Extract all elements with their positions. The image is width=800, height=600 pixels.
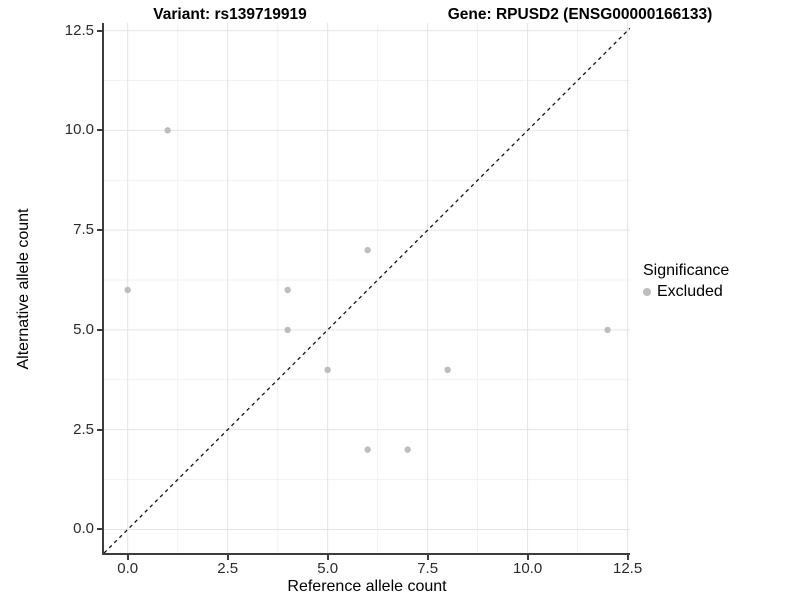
x-axis-line bbox=[102, 553, 630, 555]
x-tick-mark bbox=[126, 555, 129, 560]
x-tick-label: 10.0 bbox=[513, 560, 543, 577]
y-tick-mark bbox=[97, 229, 102, 232]
x-tick-label: 5.0 bbox=[317, 560, 339, 577]
x-tick-mark bbox=[226, 555, 229, 560]
data-point bbox=[324, 366, 331, 374]
legend-title: Significance bbox=[643, 262, 730, 279]
data-point bbox=[404, 446, 411, 453]
y-tick-mark bbox=[97, 428, 102, 431]
legend-item-label: Excluded bbox=[657, 283, 723, 300]
excluded-point-swatch-icon bbox=[643, 288, 651, 296]
y-tick-label: 2.5 bbox=[73, 420, 94, 438]
plot-title-variant: Variant: rs139719919 bbox=[153, 6, 307, 23]
data-point bbox=[364, 446, 371, 453]
plot-title-gene: Gene: RPUSD2 (ENSG00000166133) bbox=[447, 6, 713, 23]
x-axis-title: Reference allele count bbox=[287, 578, 447, 595]
y-axis-line bbox=[102, 23, 104, 555]
plot-panel bbox=[104, 23, 630, 553]
x-tick-mark bbox=[626, 555, 629, 560]
data-point bbox=[604, 326, 611, 334]
data-point bbox=[284, 326, 291, 334]
y-tick-label: 12.5 bbox=[64, 21, 94, 39]
y-tick-label: 7.5 bbox=[73, 221, 94, 239]
y-tick-mark bbox=[97, 328, 102, 331]
plot-canvas bbox=[104, 23, 630, 553]
y-tick-mark bbox=[97, 528, 102, 531]
x-tick-label: 2.5 bbox=[217, 560, 239, 577]
data-point bbox=[364, 246, 371, 254]
legend-item-excluded: Excluded bbox=[643, 283, 799, 301]
y-axis-title: Alternative allele count bbox=[15, 208, 32, 370]
y-tick-mark bbox=[97, 129, 102, 132]
x-tick-mark bbox=[326, 555, 329, 560]
x-tick-label: 0.0 bbox=[117, 560, 139, 577]
y-tick-mark bbox=[97, 29, 102, 32]
x-tick-label: 12.5 bbox=[612, 560, 643, 577]
x-tick-mark bbox=[526, 555, 529, 560]
y-tick-label: 0.0 bbox=[73, 520, 94, 538]
data-point bbox=[444, 366, 451, 374]
x-tick-label: 7.5 bbox=[417, 560, 439, 577]
x-tick-mark bbox=[426, 555, 429, 560]
data-point bbox=[124, 286, 131, 294]
legend: Significance Excluded bbox=[643, 262, 799, 301]
y-tick-label: 10.0 bbox=[64, 121, 94, 139]
data-point bbox=[284, 286, 291, 294]
identity-dashed-line bbox=[104, 27, 630, 553]
data-point bbox=[164, 127, 171, 134]
y-tick-label: 5.0 bbox=[73, 320, 94, 338]
